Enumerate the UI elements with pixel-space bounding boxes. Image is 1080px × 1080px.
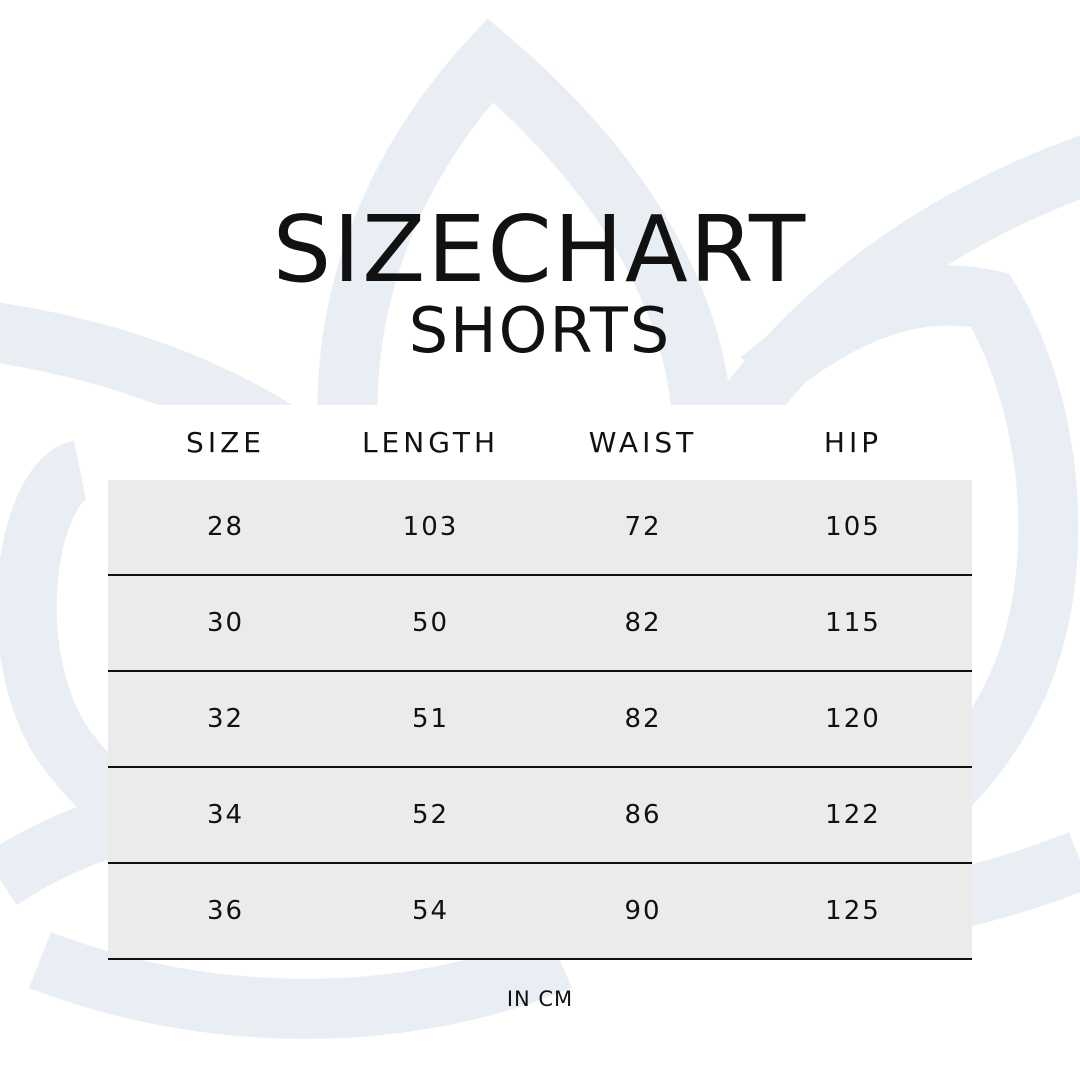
cell-waist: 90	[624, 896, 662, 926]
table-row: 32 51 82 120	[108, 672, 972, 768]
page-title: SIZECHART	[272, 196, 808, 303]
cell-hip: 122	[825, 800, 881, 830]
cell-length: 50	[411, 608, 450, 638]
cell-length: 54	[411, 896, 450, 926]
cell-waist: 72	[624, 512, 662, 542]
table-row: 30 50 82 115	[108, 576, 972, 672]
table-header: SIZE LENGTH WAIST HIP	[108, 405, 972, 480]
header-hip: HIP	[823, 426, 883, 459]
header-size: SIZE	[186, 426, 265, 459]
cell-hip: 125	[825, 896, 881, 926]
cell-length: 52	[411, 800, 450, 830]
table-row: 34 52 86 122	[108, 768, 972, 864]
cell-hip: 120	[825, 704, 881, 734]
cell-hip: 115	[825, 608, 881, 638]
cell-hip: 105	[825, 512, 881, 542]
unit-note: IN CM	[506, 987, 574, 1011]
cell-size: 34	[206, 800, 245, 830]
size-table: SIZE LENGTH WAIST HIP 28 103 72 105 30 5…	[108, 405, 972, 960]
cell-size: 36	[206, 896, 245, 926]
cell-size: 28	[206, 512, 245, 542]
cell-length: 103	[402, 512, 459, 542]
table-row: 36 54 90 125	[108, 864, 972, 960]
cell-waist: 86	[624, 800, 662, 830]
page-subtitle: SHORTS	[408, 294, 672, 367]
cell-size: 30	[206, 608, 245, 638]
cell-waist: 82	[624, 608, 662, 638]
table-row: 28 103 72 105	[108, 480, 972, 576]
header-waist: WAIST	[588, 426, 698, 459]
cell-length: 51	[411, 704, 450, 734]
cell-waist: 82	[624, 704, 662, 734]
cell-size: 32	[206, 704, 245, 734]
header-length: LENGTH	[361, 426, 500, 459]
